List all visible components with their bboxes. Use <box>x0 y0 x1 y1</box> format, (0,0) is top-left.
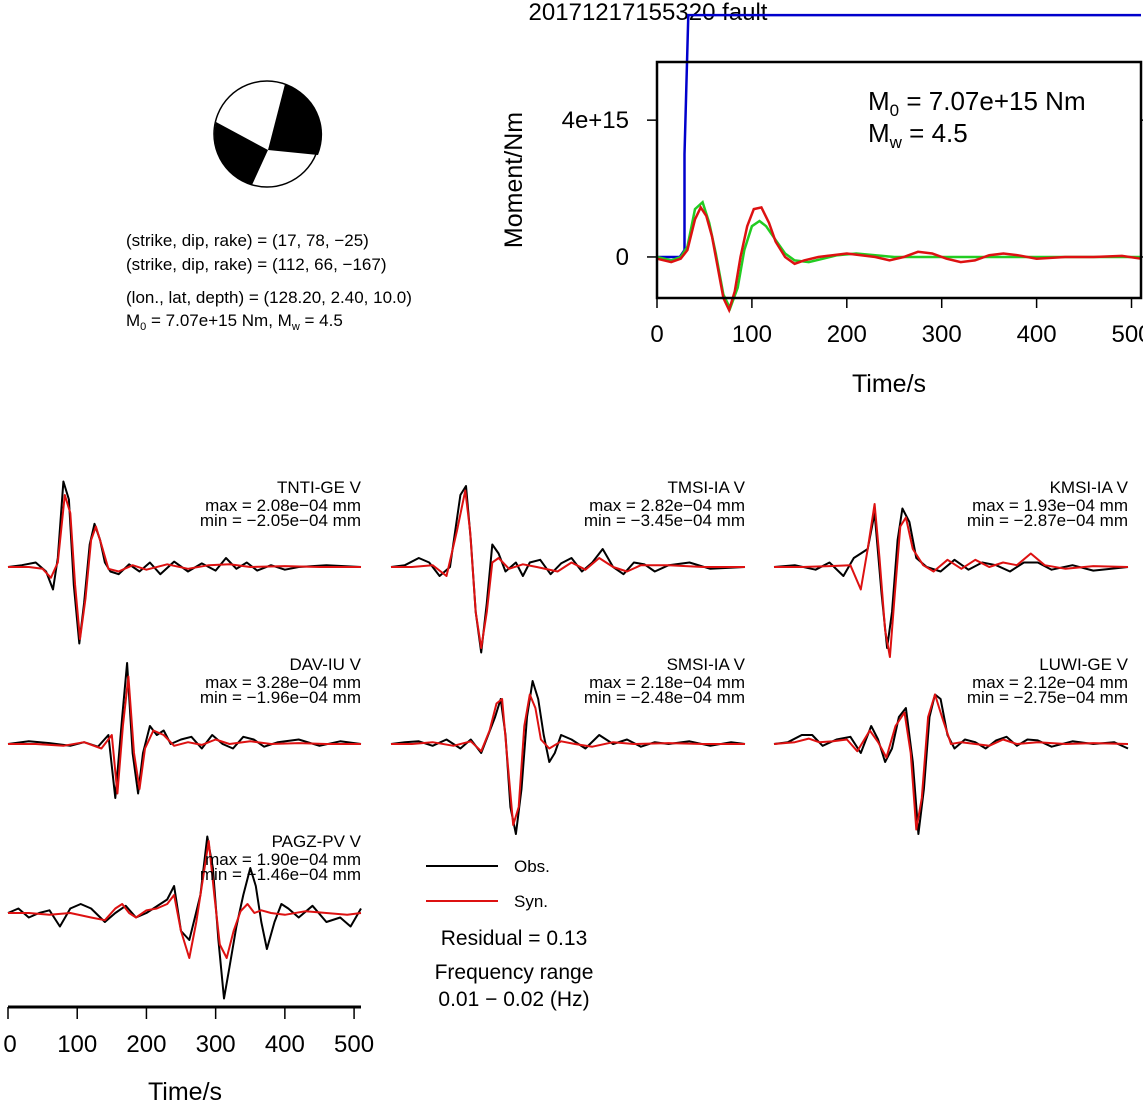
moment-series-0 <box>657 13 1141 259</box>
moment-y-tick-label: 4e+15 <box>562 107 629 134</box>
moment-panel: 0 100 200 300 400 500 0 4e+15 Time/s Moment/Nm M0 … <box>500 13 1143 398</box>
station-name: DAV-IU V <box>290 655 362 674</box>
mw-symbol: M <box>868 118 890 148</box>
plane2-text: (strike, dip, rake) = (112, 66, −167) <box>126 255 386 274</box>
station-min: min = −2.75e−04 mm <box>967 688 1128 707</box>
observed-waveform <box>773 507 1129 649</box>
moment-x-tick-label: 0 <box>650 321 663 348</box>
bottom-x-tick-label: 500 <box>334 1031 374 1058</box>
frequency-title: Frequency range <box>435 961 594 984</box>
frequency-range: 0.01 − 0.02 (Hz) <box>438 988 589 1011</box>
moment-y-tick-label: 0 <box>616 244 629 271</box>
station-min: min = −1.46e−04 mm <box>200 865 361 884</box>
m0-sub: 0 <box>140 321 146 333</box>
m0-value: = 7.07e+15 Nm <box>899 86 1085 116</box>
station-min: min = −1.96e−04 mm <box>200 688 361 707</box>
synthetic-waveform <box>391 489 745 649</box>
synthetic-waveform <box>8 675 361 795</box>
figure-title: 20171217155320 fault <box>529 0 768 26</box>
moment-summary-text: M0 = 7.07e+15 Nm, Mw = 4.5 <box>126 311 343 333</box>
moment-annotation-mw: Mw = 4.5 <box>868 118 968 152</box>
station-name: LUWI-GE V <box>1039 655 1128 674</box>
m0-label: M <box>126 311 140 330</box>
station-name: SMSI-IA V <box>667 655 746 674</box>
station-min: min = −2.48e−04 mm <box>584 688 745 707</box>
station-name: PAGZ-PV V <box>272 832 362 851</box>
mw-sub: w <box>291 321 300 333</box>
moment-x-tick-label: 100 <box>732 321 772 348</box>
station-max: max = 2.12e−04 mm <box>972 673 1128 692</box>
station-max: max = 3.28e−04 mm <box>205 673 361 692</box>
moment-plot-frame <box>655 60 1143 300</box>
moment-x-tick-label: 500 <box>1111 321 1143 348</box>
observed-waveform <box>773 693 1129 835</box>
moment-x-axis-label: Time/s <box>852 370 926 398</box>
moment-x-tick-label: 300 <box>922 321 962 348</box>
legend-obs-label: Obs. <box>514 857 550 876</box>
bottom-x-tick-label: 400 <box>265 1031 305 1058</box>
legend: Obs. Syn. <box>426 857 550 911</box>
moment-series-1 <box>656 199 1141 312</box>
plane1-text: (strike, dip, rake) = (17, 78, −25) <box>126 231 369 250</box>
synthetic-waveform <box>8 494 361 640</box>
m0-subscript: 0 <box>890 101 899 120</box>
synthetic-waveform <box>391 693 745 826</box>
mw-value: = 4.5 <box>300 311 343 330</box>
moment-series-2 <box>656 204 1142 314</box>
bottom-x-tick-label: 300 <box>196 1031 236 1058</box>
observed-waveform <box>390 485 746 654</box>
station-name: TNTI-GE V <box>277 478 362 497</box>
beachball <box>213 80 323 188</box>
legend-syn-label: Syn. <box>514 892 548 911</box>
station-min: min = −3.45e−04 mm <box>584 511 745 530</box>
station-max: max = 1.93e−04 mm <box>972 496 1128 515</box>
mw-value: = 4.5 <box>902 118 968 148</box>
moment-x-tick-label: 400 <box>1017 321 1057 348</box>
beachball-quadrant-left <box>214 122 268 185</box>
station-name: KMSI-IA V <box>1050 478 1129 497</box>
station-min: min = −2.87e−04 mm <box>967 511 1128 530</box>
station-max: max = 1.90e−04 mm <box>205 850 361 869</box>
beachball-quadrant-right <box>268 84 323 155</box>
synthetic-waveform <box>8 840 362 959</box>
synthetic-waveform <box>773 693 1129 831</box>
station-max: max = 2.18e−04 mm <box>589 673 745 692</box>
residual-text: Residual = 0.13 <box>441 927 588 950</box>
mw-subscript: w <box>889 133 903 152</box>
moment-y-axis-label: Moment/Nm <box>500 112 528 248</box>
moment-x-tick-label: 200 <box>827 321 867 348</box>
m0-value: = 7.07e+15 Nm, M <box>146 311 292 330</box>
moment-annotation-m0: M0 = 7.07e+15 Nm <box>868 86 1086 120</box>
m0-symbol: M <box>868 86 890 116</box>
synthetic-waveform <box>774 503 1129 658</box>
bottom-x-axis-label: Time/s <box>148 1078 222 1104</box>
bottom-x-tick-label: 0 <box>3 1031 16 1058</box>
station-name: TMSI-IA V <box>668 478 746 497</box>
location-text: (lon., lat, depth) = (128.20, 2.40, 10.0… <box>126 288 412 307</box>
bottom-x-tick-label: 200 <box>126 1031 166 1058</box>
observed-waveform <box>7 835 362 1000</box>
bottom-x-axis: 0 100 200 300 400 500 <box>3 1005 374 1058</box>
station-max: max = 2.82e−04 mm <box>589 496 745 515</box>
station-max: max = 2.08e−04 mm <box>205 496 361 515</box>
station-min: min = −2.05e−04 mm <box>200 511 361 530</box>
bottom-x-tick-label: 100 <box>57 1031 97 1058</box>
